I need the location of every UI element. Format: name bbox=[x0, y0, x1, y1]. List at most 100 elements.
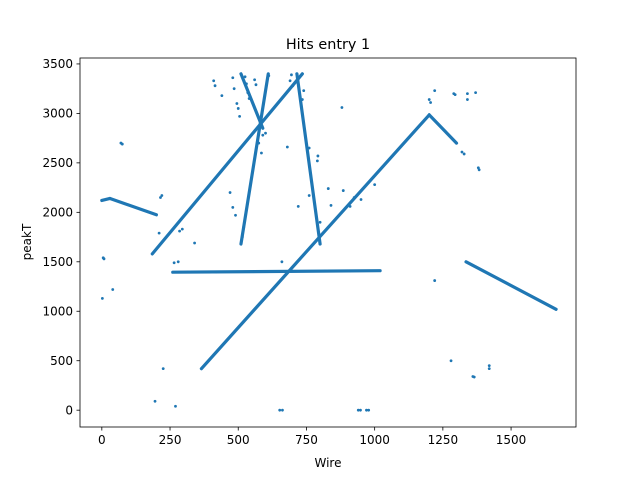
hit-track-10 bbox=[295, 72, 322, 246]
hit-track-2 bbox=[108, 196, 158, 217]
hit-point bbox=[449, 359, 453, 363]
hit-track-7 bbox=[464, 260, 558, 311]
x-tick-label: 750 bbox=[295, 433, 318, 447]
hit-point bbox=[296, 204, 300, 208]
hit-point bbox=[176, 260, 180, 264]
x-tick-label: 500 bbox=[227, 433, 250, 447]
hit-point bbox=[264, 131, 267, 135]
hit-point bbox=[466, 92, 469, 96]
hit-point bbox=[348, 204, 352, 208]
hit-point bbox=[231, 205, 235, 209]
hit-point bbox=[316, 154, 320, 158]
hit-point bbox=[300, 98, 304, 101]
hit-point bbox=[160, 194, 164, 197]
hit-point bbox=[307, 194, 311, 197]
hit-point bbox=[247, 97, 251, 100]
hit-track-3 bbox=[150, 72, 304, 256]
hit-point bbox=[153, 399, 157, 403]
hit-point bbox=[487, 367, 491, 371]
hit-point bbox=[180, 227, 184, 231]
hit-point bbox=[340, 106, 344, 109]
hit-point bbox=[288, 79, 292, 83]
hit-point bbox=[161, 367, 165, 371]
hit-point bbox=[307, 146, 311, 150]
hit-point bbox=[291, 84, 295, 88]
hit-point bbox=[460, 150, 464, 154]
hit-point bbox=[280, 260, 284, 264]
hit-point bbox=[240, 235, 244, 239]
hit-point bbox=[253, 78, 257, 82]
hit-point bbox=[120, 142, 124, 146]
hit-track-8 bbox=[239, 72, 270, 246]
hit-point bbox=[243, 75, 247, 79]
hit-point bbox=[174, 404, 177, 408]
hit-point bbox=[359, 408, 362, 412]
hit-point bbox=[278, 408, 282, 412]
hit-point bbox=[367, 408, 371, 412]
x-tick-label: 1000 bbox=[359, 433, 390, 447]
hit-point bbox=[302, 89, 306, 93]
y-tick-label: 0 bbox=[65, 403, 73, 417]
x-tick-label: 1250 bbox=[428, 433, 459, 447]
y-axis-label: peakT bbox=[20, 223, 34, 260]
hit-point bbox=[238, 114, 242, 118]
hit-point bbox=[487, 364, 491, 368]
hit-point bbox=[359, 198, 363, 201]
hit-point bbox=[352, 196, 356, 199]
hit-point bbox=[433, 89, 437, 93]
hit-point bbox=[234, 213, 237, 217]
hit-point bbox=[157, 231, 161, 235]
hit-point bbox=[453, 93, 457, 97]
hit-point bbox=[474, 91, 477, 95]
hit-point bbox=[257, 141, 261, 145]
x-tick-label: 250 bbox=[159, 433, 182, 447]
hit-point bbox=[477, 168, 481, 172]
hit-point bbox=[356, 408, 360, 412]
hit-track-9 bbox=[239, 72, 265, 130]
hit-point bbox=[261, 133, 265, 137]
hit-point bbox=[213, 84, 217, 88]
hit-point bbox=[281, 408, 284, 412]
hit-point bbox=[427, 98, 431, 101]
y-tick-label: 2000 bbox=[42, 206, 73, 220]
hit-point bbox=[429, 101, 432, 104]
hit-point bbox=[172, 261, 176, 265]
hit-point bbox=[231, 76, 235, 80]
hit-point bbox=[232, 87, 236, 91]
hit-point bbox=[159, 196, 162, 199]
y-tick-label: 3000 bbox=[42, 107, 73, 121]
hit-point bbox=[246, 91, 250, 95]
hit-point bbox=[220, 94, 224, 97]
hit-point bbox=[318, 220, 322, 224]
hit-point bbox=[433, 279, 437, 282]
hit-point bbox=[212, 79, 216, 83]
hit-point bbox=[235, 102, 239, 105]
hit-point bbox=[472, 375, 476, 379]
hit-point bbox=[373, 183, 377, 187]
y-tick-label: 1500 bbox=[42, 255, 73, 269]
hit-point bbox=[193, 241, 196, 245]
hit-point bbox=[462, 152, 466, 156]
hit-point bbox=[290, 73, 293, 77]
hit-point bbox=[111, 288, 115, 291]
hit-point bbox=[178, 229, 181, 233]
hit-point bbox=[102, 257, 106, 261]
hit-point bbox=[245, 82, 248, 86]
hit-point bbox=[267, 74, 271, 78]
hit-point bbox=[315, 159, 319, 163]
y-tick-label: 500 bbox=[50, 354, 73, 368]
y-tick-label: 3500 bbox=[42, 57, 73, 71]
hit-point bbox=[236, 107, 240, 110]
hit-point bbox=[260, 151, 263, 155]
x-tick-label: 1500 bbox=[496, 433, 527, 447]
x-tick-label: 0 bbox=[98, 433, 106, 447]
hit-point bbox=[285, 145, 289, 149]
hit-point bbox=[100, 296, 104, 300]
chart-title: Hits entry 1 bbox=[286, 37, 370, 53]
hit-point bbox=[228, 191, 232, 194]
hit-track-5 bbox=[427, 113, 459, 145]
y-axis-ticks: 0 500 1000 1500 2000 2500 3000 3500 bbox=[42, 57, 80, 417]
x-axis-label: Wire bbox=[315, 456, 342, 470]
hit-point bbox=[466, 98, 469, 101]
